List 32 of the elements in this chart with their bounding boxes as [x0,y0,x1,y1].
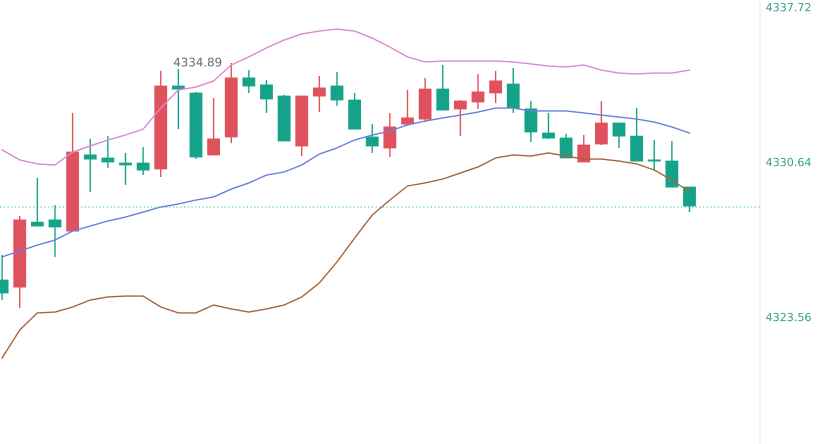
candlestick [472,73,484,110]
candlestick [260,79,273,114]
y-tick-label: 4323.56 [766,312,811,322]
candlestick [136,146,150,176]
candlestick [524,100,538,143]
candlestick [30,177,44,227]
candlestick [401,89,414,125]
candlestick [330,71,344,107]
candlestick [48,204,62,258]
candlestick [84,138,97,193]
y-tick-label: 4337.72 [766,2,810,12]
candlestick [383,112,396,158]
candlestick [542,112,555,140]
candlestick [612,122,626,149]
line-series [1,107,690,258]
annotation: 4334.89 [174,58,222,67]
candlestick [101,135,114,169]
candlestick [436,64,450,111]
candlestick [366,123,379,154]
candlestick [489,70,502,104]
candlestick [119,152,132,186]
candlestick [172,68,185,130]
line-series [1,28,690,166]
candlestick [312,75,326,113]
candlestick [648,139,661,171]
candlestick [577,134,590,163]
y-tick-label: 4330.64 [766,158,811,166]
candlestick [594,100,608,146]
candlestick [207,97,220,156]
candlestick [454,99,467,137]
candlestick [560,133,573,159]
candlestick [242,69,256,94]
